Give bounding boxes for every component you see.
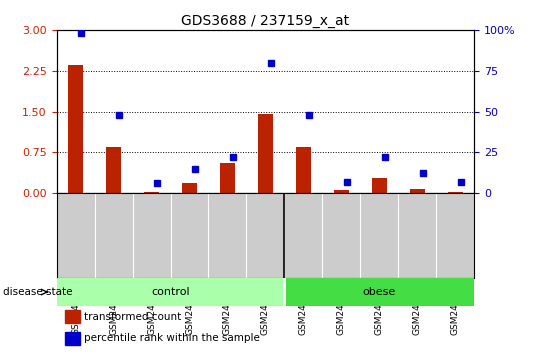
Text: obese: obese xyxy=(363,287,396,297)
Bar xyxy=(334,190,349,193)
Text: transformed count: transformed count xyxy=(84,312,181,322)
Bar xyxy=(220,163,235,193)
Bar xyxy=(65,332,80,345)
Bar xyxy=(410,189,425,193)
Bar xyxy=(144,192,159,193)
Bar xyxy=(296,147,311,193)
Bar xyxy=(57,278,285,306)
Title: GDS3688 / 237159_x_at: GDS3688 / 237159_x_at xyxy=(182,14,349,28)
Bar xyxy=(285,278,474,306)
Bar xyxy=(372,178,387,193)
Bar xyxy=(182,183,197,193)
Bar xyxy=(65,310,80,324)
Bar xyxy=(448,192,463,193)
Text: control: control xyxy=(151,287,190,297)
Bar xyxy=(106,147,121,193)
Bar xyxy=(68,65,83,193)
Bar xyxy=(258,114,273,193)
Text: disease state: disease state xyxy=(3,287,72,297)
Text: percentile rank within the sample: percentile rank within the sample xyxy=(84,333,260,343)
